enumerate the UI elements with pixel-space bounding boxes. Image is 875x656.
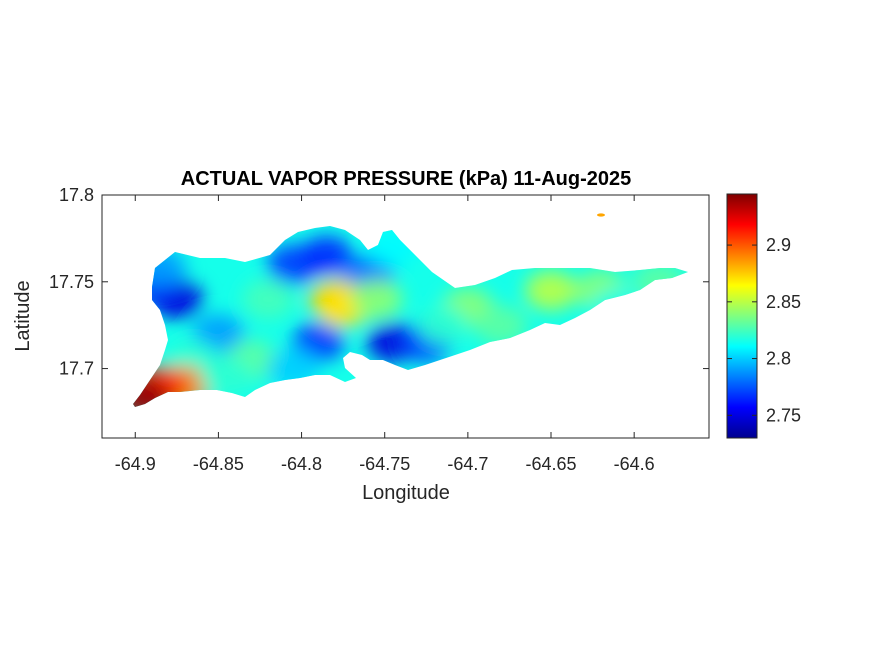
heatmap-hotspot xyxy=(416,305,469,346)
colorbar-tick-labels: 2.75 2.8 2.85 2.9 xyxy=(766,235,801,425)
plot-area xyxy=(101,194,710,439)
colorbar-tick-label: 2.75 xyxy=(766,405,801,425)
heatmap-hotspot xyxy=(350,279,403,320)
x-tick-labels: -64.9 -64.85 -64.8 -64.75 -64.7 -64.65 -64.6 xyxy=(115,454,655,474)
x-axis-label: Longitude xyxy=(362,482,450,504)
y-tick-label: 17.7 xyxy=(59,359,94,379)
y-axis-label: Latitude xyxy=(12,280,34,351)
x-tick-label: -64.9 xyxy=(115,454,156,474)
x-tick-label: -64.8 xyxy=(281,454,322,474)
heatmap-hotspot xyxy=(525,270,578,311)
heatmap-hotspot xyxy=(200,357,253,398)
colorbar-tick-label: 2.85 xyxy=(766,292,801,312)
x-tick-label: -64.65 xyxy=(525,454,576,474)
heatmap-hotspot xyxy=(475,305,528,346)
x-tick-label: -64.6 xyxy=(614,454,655,474)
heatmap-hotspot xyxy=(242,279,295,320)
y-tick-label: 17.8 xyxy=(59,185,94,205)
colorbar-gradient xyxy=(726,193,758,439)
x-tick-label: -64.85 xyxy=(193,454,244,474)
heatmap-hotspot xyxy=(300,235,353,276)
colorbar-tick-label: 2.8 xyxy=(766,349,791,369)
colorbar-ticks xyxy=(727,244,757,416)
colorbar-tick-label: 2.9 xyxy=(766,235,791,255)
axis-ticks xyxy=(102,194,709,438)
chart-title: ACTUAL VAPOR PRESSURE (kPa) 11-Aug-2025 xyxy=(181,168,631,190)
x-tick-label: -64.75 xyxy=(359,454,410,474)
x-tick-label: -64.7 xyxy=(447,454,488,474)
offshore-cay xyxy=(597,213,605,217)
y-tick-labels: 17.7 17.75 17.8 xyxy=(49,185,94,379)
y-tick-label: 17.75 xyxy=(49,272,94,292)
heatmap-hotspot xyxy=(133,378,170,407)
colorbar: 2.75 2.8 2.85 2.9 xyxy=(726,193,801,439)
